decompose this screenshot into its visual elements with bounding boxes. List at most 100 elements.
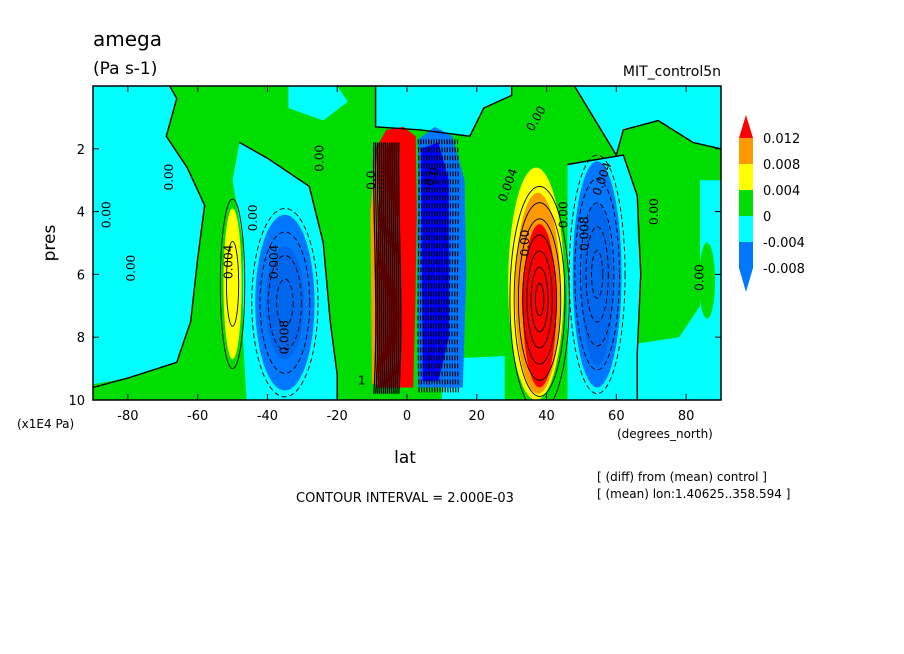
contour-line-dashed	[420, 139, 423, 394]
legend-swatch	[739, 190, 753, 216]
zero-contour	[239, 141, 338, 400]
contour-line-dashed	[446, 139, 449, 394]
legend-swatch	[739, 216, 753, 242]
zero-contour	[374, 86, 513, 137]
x-tick-label: 0	[403, 409, 411, 424]
contour-label: 0.008	[577, 216, 591, 250]
x-tick-label: 80	[678, 409, 695, 424]
cyan-region	[375, 86, 512, 137]
x-axis: -80 -60 -40 -20 0 20 40 60 80	[117, 86, 694, 424]
contour-label: 0.00	[518, 230, 532, 257]
cool-contour	[574, 178, 620, 371]
contour-interval: CONTOUR INTERVAL = 2.000E-03	[296, 491, 514, 506]
contour-label: 0.00	[647, 198, 661, 225]
warm-contour	[513, 202, 566, 397]
green-patch	[699, 242, 716, 319]
legend-label: 0.008	[763, 158, 800, 173]
cool-contour	[568, 154, 626, 395]
contour-label: 0.00	[556, 201, 570, 228]
south-warm-sliver	[223, 208, 242, 360]
contour-line-dashed	[456, 139, 460, 394]
legend-label: -0.004	[763, 236, 805, 251]
legend-swatch	[739, 242, 753, 268]
contour-line	[392, 142, 396, 394]
warm-contour	[509, 186, 570, 400]
legend-swatch	[739, 164, 753, 190]
contour-line	[378, 142, 383, 394]
contour-label: 1	[358, 373, 366, 387]
contour-line	[372, 142, 377, 394]
legend-swatch	[739, 138, 753, 164]
warm-contour	[530, 266, 549, 333]
contour-line-dashed	[448, 139, 452, 394]
x-tick-label: 20	[469, 409, 486, 424]
contour-line-dashed	[417, 139, 420, 394]
warm-contour	[517, 218, 562, 381]
legend-cap-top	[739, 115, 753, 138]
legend-label: 0	[763, 210, 771, 225]
cyan-region	[288, 86, 348, 121]
north-warm-core	[522, 224, 557, 388]
contour-label: 0.00	[693, 264, 707, 291]
y-tick-label: 2	[77, 143, 85, 158]
contour-line-dashed	[451, 139, 454, 394]
contour-label: 0.00	[124, 255, 138, 282]
contour-label: 0.00	[246, 205, 260, 232]
north-cool-core	[581, 202, 613, 366]
contour-line	[384, 142, 388, 394]
contour-line-dashed	[443, 139, 446, 394]
contour-line	[390, 142, 394, 394]
chart-units: (Pa s-1)	[93, 59, 157, 79]
cool-contour	[251, 208, 319, 398]
chart-title: amega	[93, 27, 162, 51]
x-tick-label: 40	[538, 409, 555, 424]
contour-label: 0.004	[222, 245, 236, 279]
contour-line	[376, 142, 381, 394]
warm-contour	[522, 234, 557, 365]
contour-line	[386, 142, 390, 394]
contour-line-dashed	[454, 139, 457, 394]
x-tick-label: -80	[117, 409, 138, 424]
y-tick-label: 8	[77, 331, 85, 346]
contour-label: 0.00	[162, 164, 176, 191]
x-tick-label: -40	[257, 409, 278, 424]
contour-label: 0.004	[267, 245, 281, 279]
contour-line-dashed	[427, 139, 431, 394]
cool-contour	[267, 255, 302, 351]
color-legend: 0.012 0.008 0.004 0 -0.004 -0.008	[739, 115, 805, 292]
dataset-name: MIT_control5n	[623, 64, 721, 80]
contour-line	[380, 142, 385, 394]
cyan-region	[93, 86, 205, 385]
legend-cap-bottom	[739, 268, 753, 292]
contour-line	[382, 142, 387, 394]
contour-line	[395, 142, 400, 394]
contour-line	[394, 142, 398, 394]
cool-contour	[585, 226, 609, 323]
green-patch	[637, 147, 666, 288]
zero-contour	[573, 86, 721, 157]
south-cool-core	[265, 246, 305, 360]
legend-label: 0.012	[763, 132, 800, 147]
x-tick-label: 60	[608, 409, 625, 424]
contour-label: 0.008	[277, 320, 291, 354]
contour-line-dashed	[422, 139, 425, 394]
contour-line-dashed	[440, 139, 444, 394]
blue-core-deep	[420, 142, 449, 382]
warm-contour	[534, 282, 545, 317]
contour-line	[374, 142, 379, 394]
y-tick-label: 10	[68, 394, 85, 409]
cool-contour	[579, 202, 615, 347]
x-tick-label: -60	[187, 409, 208, 424]
y-tick-label: 4	[77, 206, 85, 221]
cool-contour	[259, 231, 311, 374]
contour-line-dashed	[438, 139, 441, 394]
contour-field: 0.000.000.000.0040.000.0040.0080.000.004…	[93, 86, 721, 400]
y-axis: 2 4 6 8 10	[68, 143, 721, 409]
y-units-label: (x1E4 Pa)	[17, 417, 74, 431]
zero-contour	[93, 86, 206, 389]
contour-line-dashed	[433, 139, 436, 394]
zero-contour	[567, 154, 642, 400]
contour-line	[397, 142, 402, 394]
x-tick-label: -20	[327, 409, 348, 424]
note-mean: [ (mean) lon:1.40625..358.594 ]	[597, 487, 790, 501]
